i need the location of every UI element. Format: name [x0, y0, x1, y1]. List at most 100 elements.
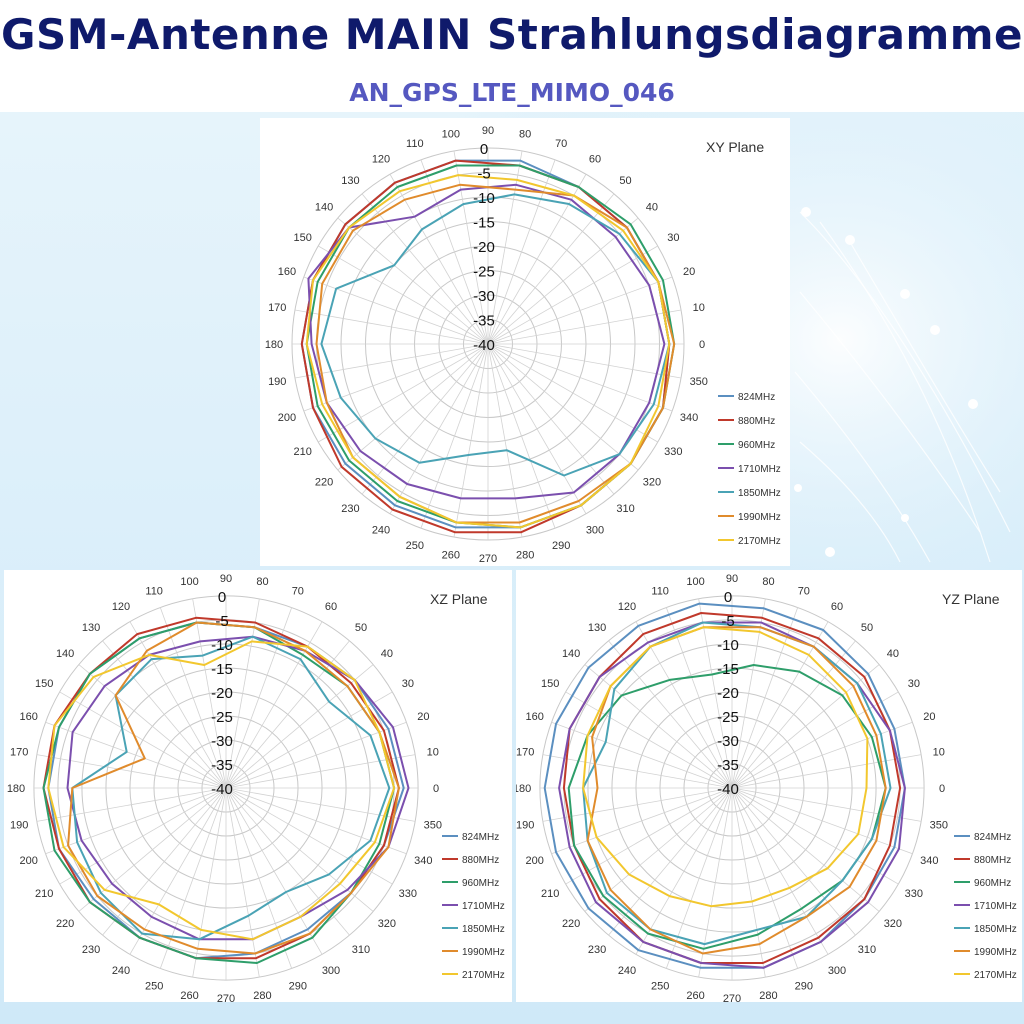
radial-tick-label: -20	[717, 685, 739, 702]
radial-tick-label: -35	[473, 313, 495, 330]
grid-spoke	[129, 621, 227, 789]
grid-spoke	[59, 691, 227, 789]
legend-label: 960MHz	[974, 878, 1011, 889]
grid-spoke	[225, 787, 293, 969]
grid-spoke	[635, 787, 733, 955]
angle-tick-label: 120	[112, 601, 130, 613]
grid-spoke	[225, 787, 407, 855]
angle-tick-label: 250	[651, 980, 669, 992]
grid-spoke	[389, 343, 489, 514]
radial-tick-label: -10	[473, 190, 495, 207]
angle-tick-label: 320	[378, 918, 396, 930]
radial-tick-label: -40	[473, 337, 495, 354]
radial-tick-label: -35	[211, 757, 233, 774]
series-lines	[300, 159, 676, 534]
angle-tick-label: 280	[516, 550, 534, 562]
series-line-2170MHz	[305, 174, 671, 529]
series-line-960MHz	[567, 664, 887, 950]
grid-spoke	[487, 245, 658, 345]
angle-tick-label: 310	[616, 503, 634, 515]
angle-tick-label: 110	[145, 586, 163, 598]
angle-tick-label: 230	[341, 503, 359, 515]
angle-tick-label: 40	[887, 648, 899, 660]
angle-tick-label: 180	[265, 339, 283, 351]
angle-tick-label: 20	[417, 711, 429, 723]
grid-spoke	[584, 664, 733, 789]
angle-tick-label: 70	[555, 138, 567, 150]
angle-tick-label: 190	[10, 819, 28, 831]
grid-spoke	[303, 276, 489, 345]
radial-tick-label: -30	[717, 733, 739, 750]
grid-spoke	[487, 276, 673, 345]
angle-tick-label: 90	[726, 573, 738, 585]
grid-spoke	[453, 343, 489, 538]
yz-plane-panel: 0 10 20 30 40 50 60 70 80 90 100 110 120 130 140 150 160…	[516, 570, 1022, 1002]
series-line-1990MHz	[586, 626, 887, 955]
grid-spoke	[389, 174, 489, 345]
legend-label: 880MHz	[974, 855, 1011, 866]
grid-spoke	[318, 245, 489, 345]
angle-tick-label: 280	[759, 990, 777, 1002]
grid-spoke	[36, 787, 227, 822]
chart-title: XZ Plane	[430, 591, 488, 607]
grid-spoke	[731, 691, 899, 789]
angle-tick-label: 270	[479, 553, 497, 565]
grid-spoke	[551, 721, 733, 789]
grid-spoke	[487, 159, 556, 345]
grid-spoke	[551, 787, 733, 855]
legend-label: 1990MHz	[462, 947, 505, 958]
polar-grid	[539, 595, 925, 981]
grid-ring	[33, 595, 419, 981]
grid-spoke	[192, 598, 227, 789]
grid-spoke	[45, 721, 227, 789]
angle-tick-label: 30	[908, 678, 920, 690]
grid-spoke	[731, 787, 766, 978]
angle-tick-label: 350	[690, 376, 708, 388]
grid-spoke	[487, 343, 556, 529]
radial-tick-label: 0	[724, 589, 732, 606]
grid-spoke	[731, 787, 856, 936]
legend-label: 1850MHz	[738, 488, 781, 499]
angle-tick-label: 260	[180, 990, 198, 1002]
angle-tick-label: 100	[442, 128, 460, 140]
grid-spoke	[225, 598, 260, 789]
legend-label: 824MHz	[974, 832, 1011, 843]
chart-title: YZ Plane	[942, 591, 1000, 607]
grid-spoke	[731, 621, 829, 789]
angle-tick-label: 50	[619, 175, 631, 187]
grid-spoke	[36, 754, 227, 789]
radial-tick-label: -30	[473, 288, 495, 305]
grid-spoke	[487, 343, 587, 514]
radial-tick-label: -40	[717, 781, 739, 798]
radial-tick-label: -25	[211, 709, 233, 726]
angle-tick-label: 0	[939, 783, 945, 795]
grid-spoke	[542, 787, 733, 822]
angle-tick-label: 70	[292, 586, 304, 598]
angle-tick-label: 130	[341, 175, 359, 187]
legend-label: 2170MHz	[738, 536, 781, 547]
radial-tick-label: -10	[211, 637, 233, 654]
xz-plane-chart: 0 10 20 30 40 50 60 70 80 90 100 110 120 130 140 150 160…	[7, 573, 505, 1002]
angle-tick-label: 160	[278, 266, 296, 278]
angle-tick-label: 10	[427, 747, 439, 759]
angle-tick-label: 40	[646, 201, 658, 213]
angle-tick-label: 150	[541, 678, 559, 690]
radial-tick-label: -25	[473, 264, 495, 281]
grid-spoke	[698, 598, 733, 789]
series-line-2170MHz	[582, 626, 869, 908]
legend-label: 1710MHz	[974, 901, 1017, 912]
angle-tick-label: 210	[293, 446, 311, 458]
angle-tick-label: 320	[884, 918, 902, 930]
radial-tick-label: -30	[211, 733, 233, 750]
radial-tick-label: -35	[717, 757, 739, 774]
grid-spoke	[731, 754, 922, 789]
angle-tick-label: 200	[19, 855, 37, 867]
angle-tick-label: 240	[618, 965, 636, 977]
angle-tick-label: 90	[220, 573, 232, 585]
angle-tick-label: 20	[683, 266, 695, 278]
legend-label: 824MHz	[738, 392, 775, 403]
grid-spoke	[361, 193, 489, 345]
grid-ring	[539, 595, 925, 981]
angle-tick-label: 290	[795, 980, 813, 992]
angle-tick-label: 270	[217, 993, 235, 1002]
